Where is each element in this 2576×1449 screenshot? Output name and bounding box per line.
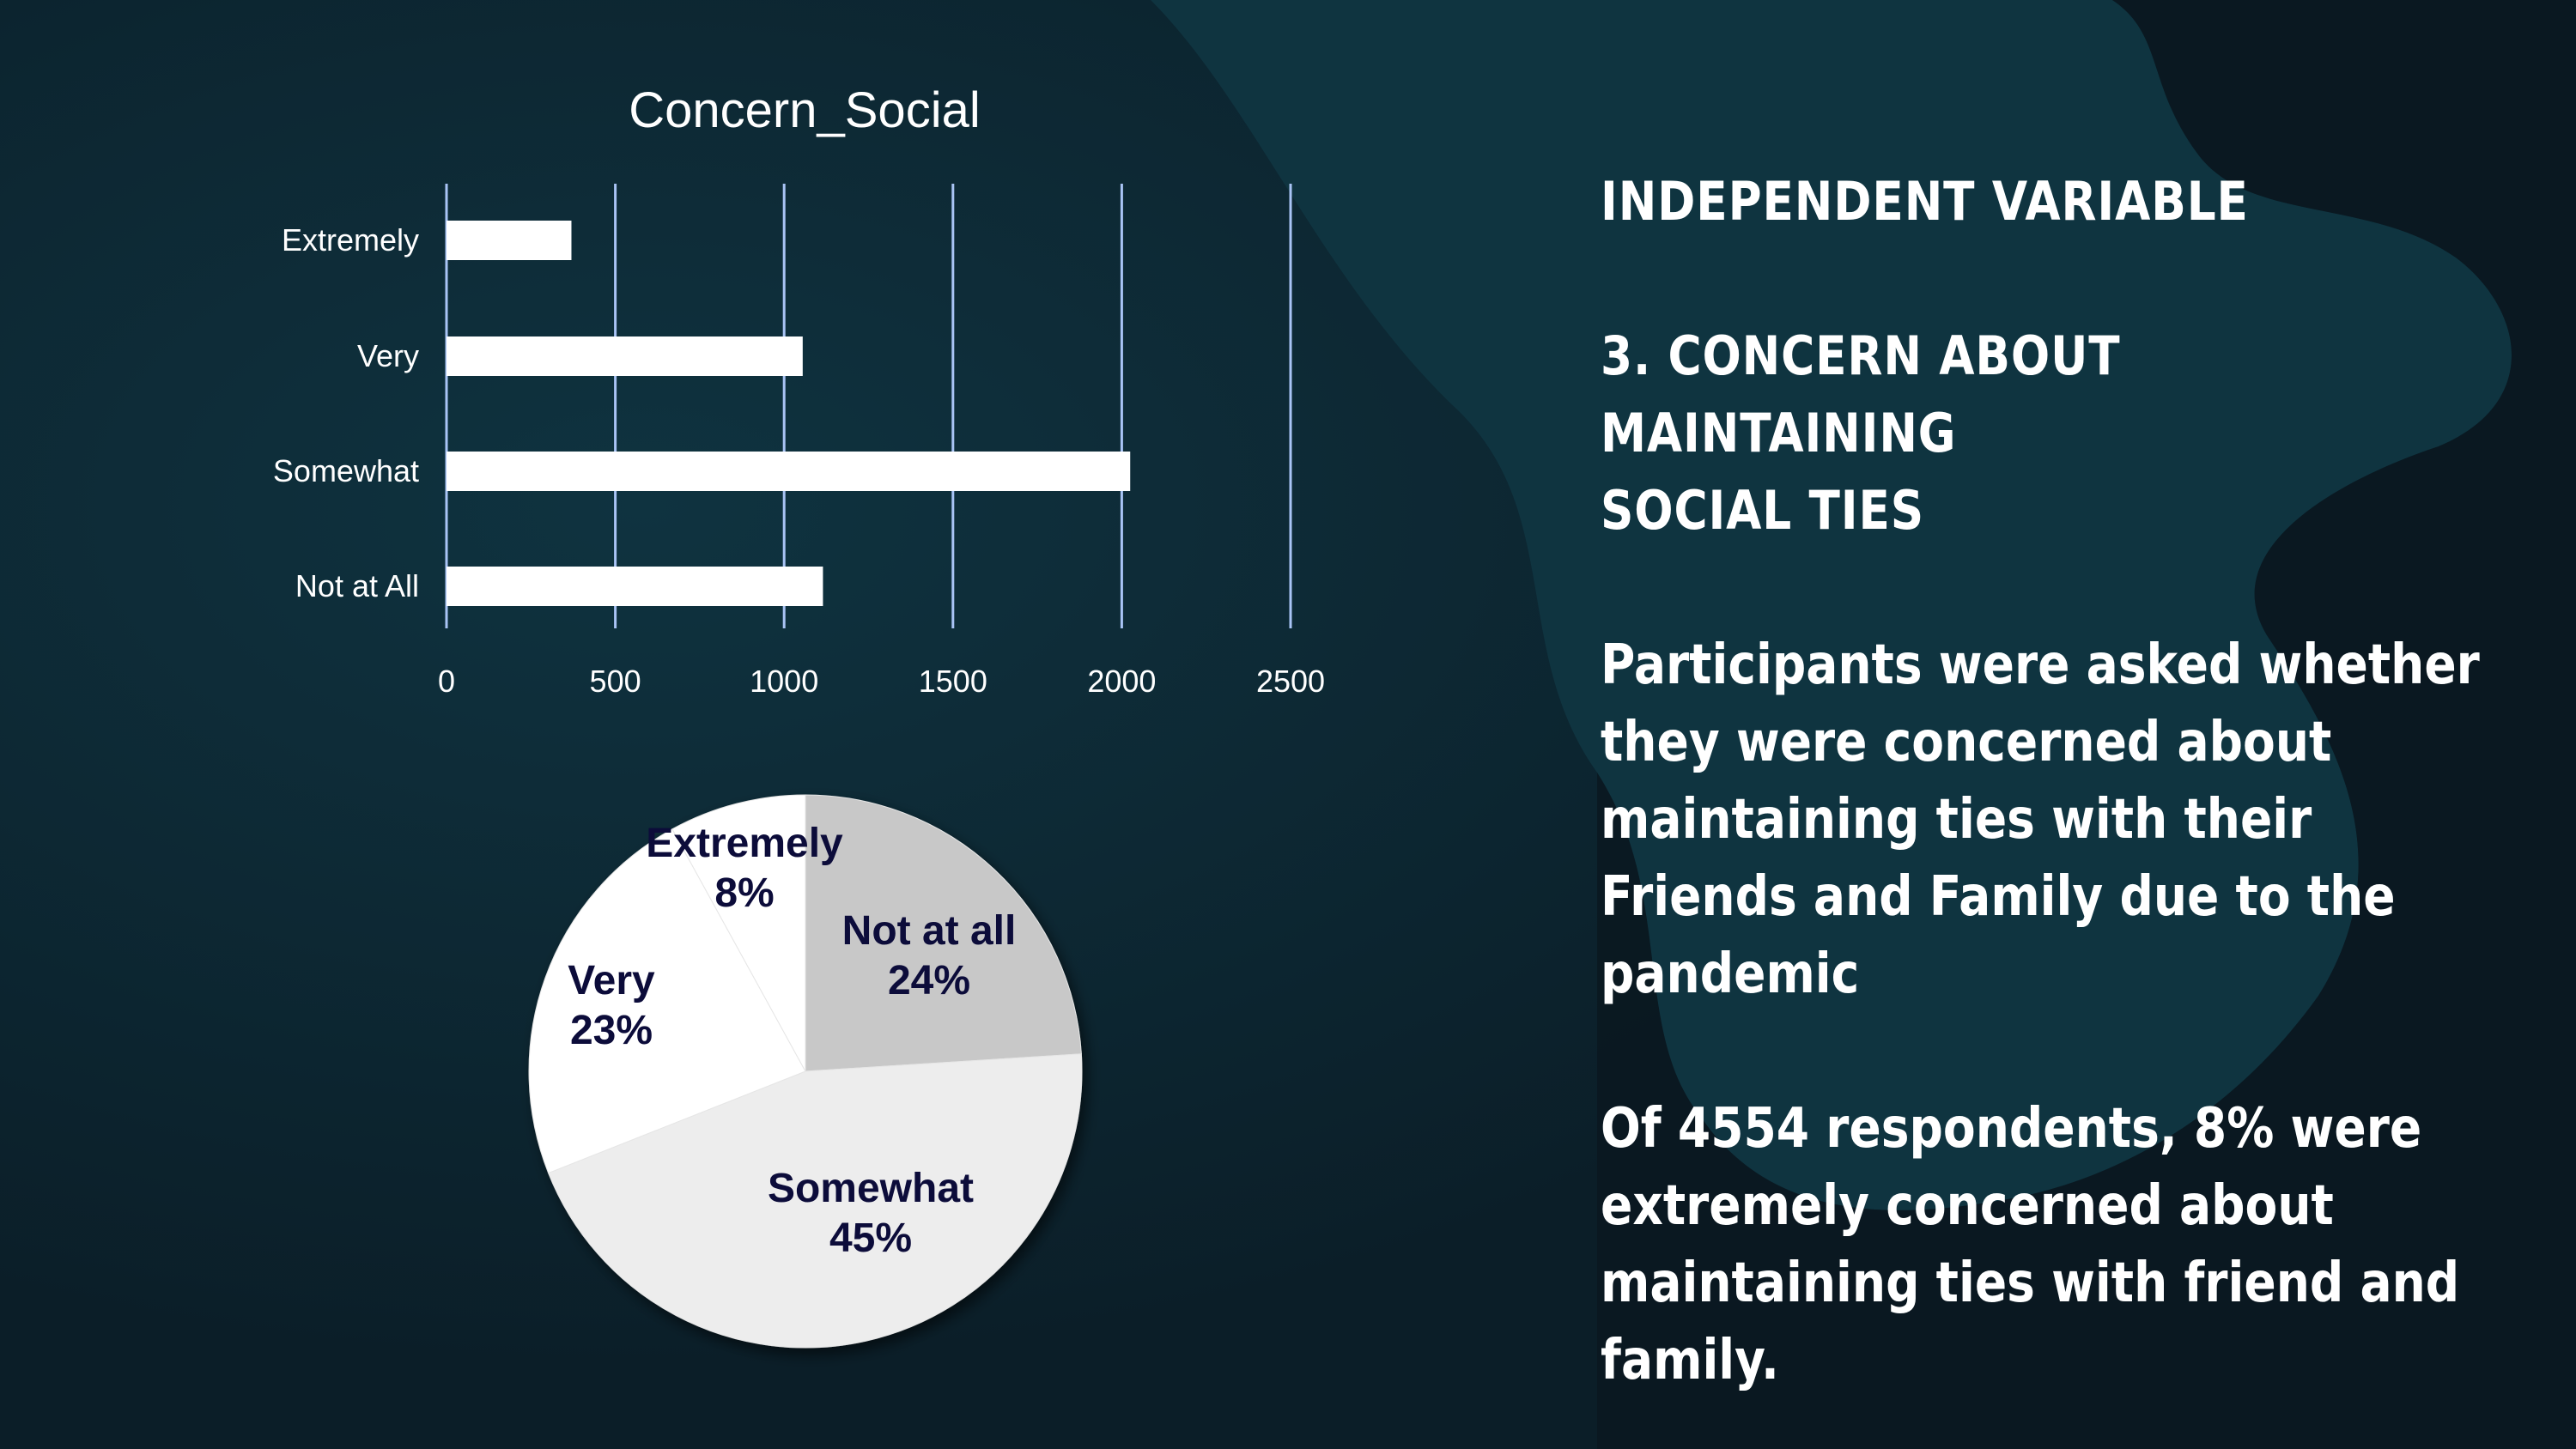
x-tick-label: 0 <box>438 664 455 699</box>
variable-heading: 3. CONCERN ABOUT MAINTAINING SOCIAL TIES <box>1601 324 2121 542</box>
bar-not-at-all <box>447 567 823 606</box>
pie-slice-percent: 45% <box>829 1216 912 1261</box>
x-tick-label: 1500 <box>919 664 987 699</box>
pie-slice-very <box>528 828 806 1174</box>
pie-slice-label: Not at all <box>842 908 1017 954</box>
bar-chart-title: Concern_Social <box>629 82 980 138</box>
section-heading: INDEPENDENT VARIABLE <box>1601 170 2249 233</box>
pie-slice-label: Extremely <box>646 821 843 866</box>
bar-somewhat <box>447 452 1131 491</box>
x-tick-label: 500 <box>590 664 641 699</box>
description-paragraph: Participants were asked whether they wer… <box>1601 634 2480 1006</box>
x-tick-label: 1000 <box>750 664 818 699</box>
summary-paragraph: Of 4554 respondents, 8% were extremely c… <box>1601 1097 2460 1392</box>
category-label: Somewhat <box>273 453 419 488</box>
bar-chart: Concern_Social 0 500 1000 1500 2000 2500 Extr… <box>273 82 1325 699</box>
category-label: Not at All <box>295 568 419 603</box>
bar-extremely <box>447 221 572 260</box>
bar-very <box>447 336 803 376</box>
x-tick-label: 2000 <box>1087 664 1156 699</box>
pie-slice-label: Very <box>568 958 655 1003</box>
pie-slice-not-at-all <box>805 794 1082 1072</box>
pie-slice-percent: 24% <box>888 958 970 1003</box>
pie-slice-somewhat <box>547 1053 1083 1349</box>
background-blob-dark <box>1597 0 2576 1449</box>
description-panel: INDEPENDENT VARIABLE 3. CONCERN ABOUT MA… <box>1601 163 2494 1399</box>
pie-slice-percent: 23% <box>570 1008 653 1053</box>
background-blob <box>1151 0 2512 1210</box>
pie-slice-extremely <box>671 794 806 1072</box>
x-tick-label: 2500 <box>1256 664 1325 699</box>
pie-slice-label: Somewhat <box>768 1166 974 1211</box>
category-label: Extremely <box>282 222 419 258</box>
pie-slice-percent: 8% <box>714 870 774 916</box>
category-label: Very <box>357 338 419 373</box>
